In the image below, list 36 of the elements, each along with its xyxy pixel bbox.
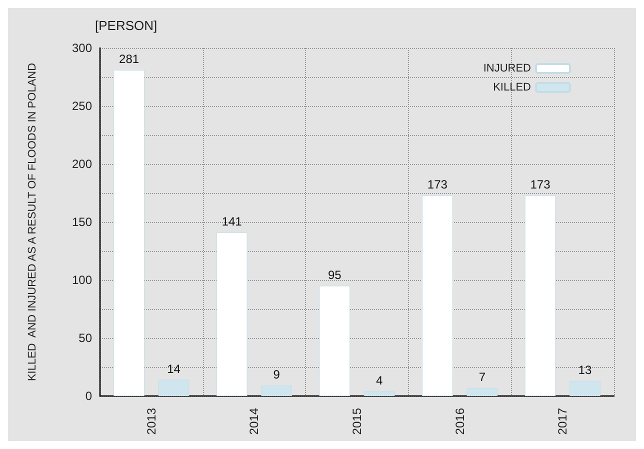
x-tick-label: 2016: [452, 408, 467, 435]
bar: [524, 195, 556, 396]
bar: [158, 380, 190, 396]
x-tick-label: 2013: [144, 408, 158, 435]
data-label: 7: [478, 370, 486, 384]
bar: [319, 286, 350, 396]
y-tick-label: 300: [72, 41, 92, 55]
x-tick-label: 2015: [350, 408, 364, 435]
data-label: 141: [222, 214, 242, 228]
y-tick-label: 150: [72, 215, 92, 229]
y-tick-label: 100: [72, 273, 92, 287]
y-tick-label: 0: [85, 389, 92, 403]
data-label: 4: [376, 373, 384, 388]
bar: [422, 195, 453, 396]
data-label: 9: [273, 368, 280, 382]
bar: [364, 391, 395, 396]
y-tick-label: 200: [72, 157, 92, 171]
data-label: 95: [328, 268, 342, 282]
x-tick-label: 2014: [247, 408, 262, 435]
bar: [114, 70, 144, 396]
bar: [466, 388, 498, 396]
data-label: 173: [530, 177, 551, 192]
chart-title: [PERSON]: [95, 18, 158, 33]
x-tick-label: 2017: [556, 408, 570, 435]
data-label: 13: [578, 362, 592, 377]
y-tick-label: 50: [78, 331, 92, 345]
bar: [261, 386, 292, 396]
y-tick-label: 250: [72, 99, 92, 113]
data-label: 281: [119, 52, 140, 66]
legend-label: INJURED: [483, 62, 532, 74]
bar: [570, 380, 600, 396]
data-label: 173: [427, 177, 448, 192]
y-axis-title: KILLED AND INJURED AS A RESULT OF FLOODS IN POLAND: [26, 62, 38, 382]
data-label: 14: [167, 362, 181, 376]
legend-label: KILLED: [493, 82, 532, 94]
bar: [216, 232, 248, 396]
